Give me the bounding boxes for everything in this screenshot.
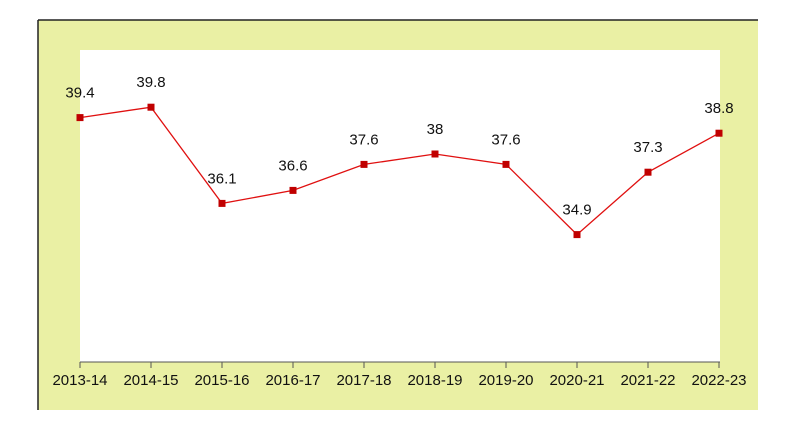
x-tick-label: 2018-19 bbox=[407, 372, 462, 389]
x-tick-label: 2019-20 bbox=[478, 372, 533, 389]
x-tick-label: 2015-16 bbox=[194, 372, 249, 389]
data-point bbox=[644, 168, 652, 176]
data-label: 36.1 bbox=[207, 170, 236, 187]
data-label: 39.4 bbox=[65, 85, 94, 102]
data-point bbox=[431, 150, 439, 158]
data-label: 34.9 bbox=[562, 202, 591, 219]
plot-area bbox=[80, 50, 720, 362]
data-label: 36.6 bbox=[278, 157, 307, 174]
data-point bbox=[76, 114, 84, 122]
x-tick-label: 2017-18 bbox=[336, 372, 391, 389]
data-point bbox=[573, 231, 581, 239]
data-label: 37.6 bbox=[491, 131, 520, 148]
data-label: 38 bbox=[427, 121, 444, 138]
data-point bbox=[502, 160, 510, 168]
data-point bbox=[218, 199, 226, 207]
x-tick-label: 2016-17 bbox=[265, 372, 320, 389]
x-tick-label: 2013-14 bbox=[52, 372, 107, 389]
x-tick-label: 2022-23 bbox=[691, 372, 746, 389]
data-point bbox=[147, 103, 155, 111]
x-tick-label: 2021-22 bbox=[620, 372, 675, 389]
data-line bbox=[79, 106, 720, 236]
data-label: 38.8 bbox=[704, 100, 733, 117]
x-tick-label: 2014-15 bbox=[123, 372, 178, 389]
data-label: 37.3 bbox=[633, 139, 662, 156]
data-point bbox=[715, 129, 723, 137]
data-point bbox=[289, 186, 297, 194]
data-label: 39.8 bbox=[136, 74, 165, 91]
data-label: 37.6 bbox=[349, 131, 378, 148]
x-tick-label: 2020-21 bbox=[549, 372, 604, 389]
data-point bbox=[360, 160, 368, 168]
